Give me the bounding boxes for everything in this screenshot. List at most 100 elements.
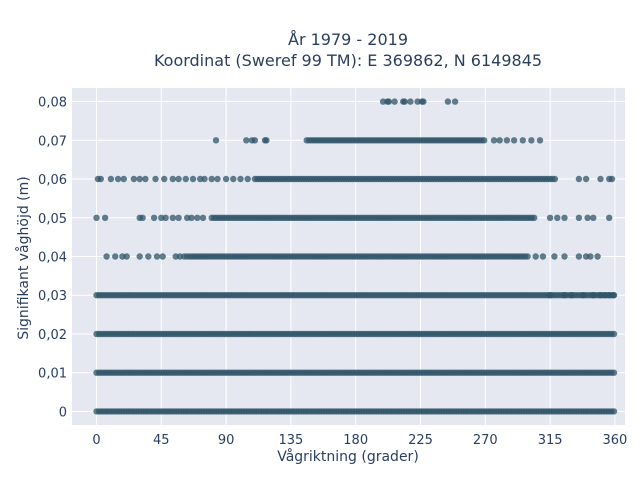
data-point <box>606 214 613 221</box>
data-point <box>587 253 594 260</box>
data-point <box>263 137 270 144</box>
data-points <box>93 98 618 415</box>
x-tick-label: 0 <box>92 433 100 448</box>
data-point <box>401 98 408 105</box>
x-tick-label: 45 <box>153 433 170 448</box>
x-tick-label: 360 <box>603 433 628 448</box>
data-point <box>594 253 601 260</box>
chart-title-line-2: Koordinat (Sweref 99 TM): E 369862, N 61… <box>154 51 542 70</box>
data-point <box>551 175 559 183</box>
data-point <box>184 253 191 260</box>
y-tick-label: 0,04 <box>38 251 67 266</box>
data-point <box>123 253 130 260</box>
data-point <box>251 137 259 144</box>
data-point <box>590 292 597 299</box>
data-point <box>175 214 182 221</box>
data-point <box>490 137 498 144</box>
data-point <box>561 292 568 299</box>
tick-labels: 0 45 90 135 180 225 270 315 360 0 0,01 0,02 0,03 0,04… <box>38 96 627 448</box>
data-point <box>610 369 618 376</box>
data-point <box>407 98 414 105</box>
data-point <box>444 98 452 105</box>
data-point <box>580 292 587 299</box>
data-point <box>243 137 250 144</box>
data-point <box>551 253 558 260</box>
data-point <box>145 253 152 260</box>
data-point <box>103 253 110 260</box>
data-point <box>510 137 518 144</box>
data-point <box>575 214 583 221</box>
data-point <box>528 137 535 144</box>
y-tick-label: 0,08 <box>38 96 67 111</box>
data-point <box>590 214 597 221</box>
data-point <box>536 137 544 144</box>
data-point <box>496 137 503 144</box>
data-point <box>244 175 251 183</box>
data-point <box>582 175 590 183</box>
data-point <box>519 137 526 144</box>
data-point <box>136 175 143 183</box>
data-point <box>532 253 539 260</box>
data-point <box>93 214 100 221</box>
data-point <box>584 214 591 221</box>
data-point <box>503 137 511 144</box>
data-point <box>194 214 201 221</box>
data-point <box>561 253 568 260</box>
data-point <box>152 175 159 183</box>
data-point <box>601 292 608 299</box>
data-point <box>107 175 115 183</box>
data-point <box>451 98 459 105</box>
x-axis-title: Vågriktning (grader) <box>277 448 419 465</box>
data-point <box>575 175 583 183</box>
data-point <box>114 175 122 183</box>
data-point <box>153 253 161 260</box>
data-point <box>136 253 143 260</box>
y-tick-label: 0,03 <box>38 289 67 304</box>
data-point <box>150 214 158 221</box>
data-point <box>188 214 195 221</box>
data-point <box>112 253 119 260</box>
y-tick-label: 0 <box>59 405 67 420</box>
data-point <box>162 214 169 221</box>
data-point <box>237 175 244 183</box>
data-point <box>561 214 568 221</box>
chart-title-line-1: År 1979 - 2019 <box>288 30 408 49</box>
data-point <box>214 175 221 183</box>
data-point <box>531 214 538 221</box>
data-point <box>130 175 138 183</box>
data-point <box>120 175 128 183</box>
data-point <box>199 214 207 221</box>
x-tick-label: 90 <box>218 433 235 448</box>
data-point <box>568 292 575 299</box>
data-point <box>597 175 604 183</box>
data-point <box>101 214 109 221</box>
data-point <box>139 214 146 221</box>
data-point <box>546 214 554 221</box>
data-point <box>546 292 554 299</box>
data-point <box>524 253 531 260</box>
data-point <box>385 98 392 105</box>
data-point <box>575 253 583 260</box>
data-point <box>222 175 230 183</box>
x-tick-label: 180 <box>343 433 368 448</box>
data-point <box>610 292 617 299</box>
data-point <box>142 175 149 183</box>
data-point <box>97 175 105 183</box>
data-point <box>175 175 182 183</box>
data-point <box>391 98 398 105</box>
x-tick-label: 315 <box>538 433 563 448</box>
data-point <box>159 253 166 260</box>
data-point <box>161 175 168 183</box>
x-tick-label: 135 <box>278 433 303 448</box>
data-point <box>169 214 176 221</box>
data-point <box>182 175 189 183</box>
y-tick-label: 0,01 <box>38 367 67 382</box>
data-point <box>189 175 197 183</box>
x-tick-label: 270 <box>473 433 498 448</box>
y-tick-label: 0,07 <box>38 134 67 149</box>
y-tick-label: 0,02 <box>38 328 67 343</box>
y-axis-title: Signifikant våghöjd (m) <box>15 176 32 339</box>
data-point <box>169 175 176 183</box>
